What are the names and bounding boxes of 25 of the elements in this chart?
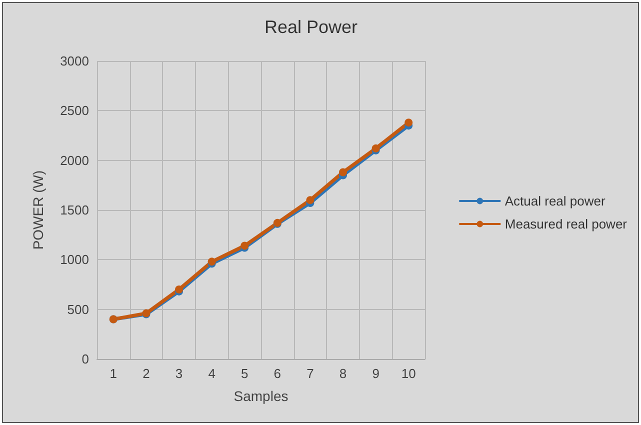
point xyxy=(339,168,347,176)
x-tick-label: 10 xyxy=(401,366,416,381)
x-tick-label: 3 xyxy=(175,366,183,381)
y-tick-label: 2500 xyxy=(60,103,89,118)
x-tick-label: 2 xyxy=(142,366,150,381)
x-tick-label: 8 xyxy=(339,366,347,381)
x-tick-label: 7 xyxy=(306,366,314,381)
chart-title: Real Power xyxy=(264,17,358,37)
x-tick-label: 5 xyxy=(240,366,248,381)
y-axis-title: POWER (W) xyxy=(30,170,46,250)
x-axis-title: Samples xyxy=(234,388,288,404)
x-tick-label: 9 xyxy=(372,366,380,381)
y-tick-label: 2000 xyxy=(60,152,89,168)
legend-label: Measured real power xyxy=(504,216,628,232)
x-tick-label: 4 xyxy=(208,366,216,381)
point xyxy=(306,196,314,204)
y-tick-label: 1000 xyxy=(60,252,89,268)
x-tick-label: 6 xyxy=(274,366,282,381)
y-tick-label: 500 xyxy=(67,302,89,317)
y-tick-label: 0 xyxy=(82,352,89,366)
y-tick-label: 1500 xyxy=(60,202,89,218)
point xyxy=(404,118,413,127)
y-tick-label: 3000 xyxy=(60,54,89,68)
x-tick-label: 1 xyxy=(110,366,118,381)
legend-label: Actual real power xyxy=(504,194,606,208)
